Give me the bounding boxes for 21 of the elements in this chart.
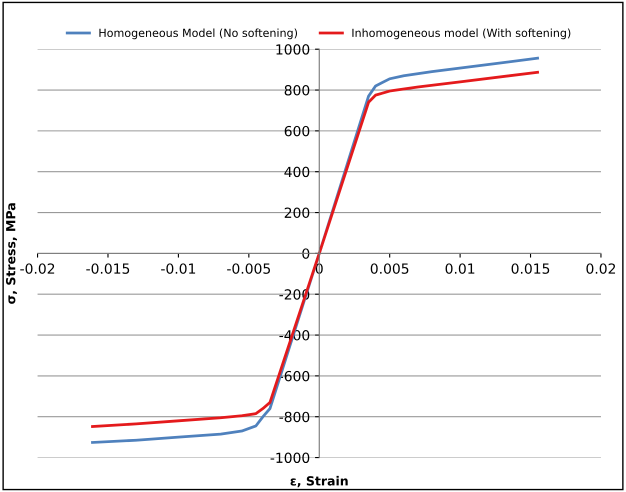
- y-tick-label: -1000: [270, 452, 310, 464]
- y-tick-label: 600: [284, 126, 310, 136]
- x-tick-label: 0.01: [446, 263, 474, 274]
- legend-label: Homogeneous Model (No softening): [99, 28, 298, 40]
- y-axis-title: σ, Stress, MPa: [6, 203, 18, 304]
- x-tick-label: 0.02: [586, 263, 616, 274]
- y-tick-label: 800: [284, 85, 310, 96]
- y-tick-label: 400: [284, 166, 310, 178]
- x-tick-label: -0.015: [86, 263, 130, 274]
- x-tick-label: -0.005: [227, 263, 270, 274]
- x-tick-label: 0.015: [512, 263, 550, 274]
- legend-label: Inhomogeneous model (With softening): [352, 28, 570, 40]
- y-tick-label: -600: [279, 370, 310, 382]
- y-tick-label: 0: [302, 248, 310, 259]
- x-tick-label: -0.01: [161, 263, 196, 274]
- x-tick-label: 0.005: [370, 263, 408, 274]
- y-tick-label: -800: [279, 412, 310, 422]
- x-tick-label: -0.02: [20, 263, 54, 274]
- y-tick-label: 1000: [276, 44, 310, 55]
- x-axis-title: ε, Strain: [290, 476, 348, 488]
- y-tick-label: 200: [284, 208, 310, 218]
